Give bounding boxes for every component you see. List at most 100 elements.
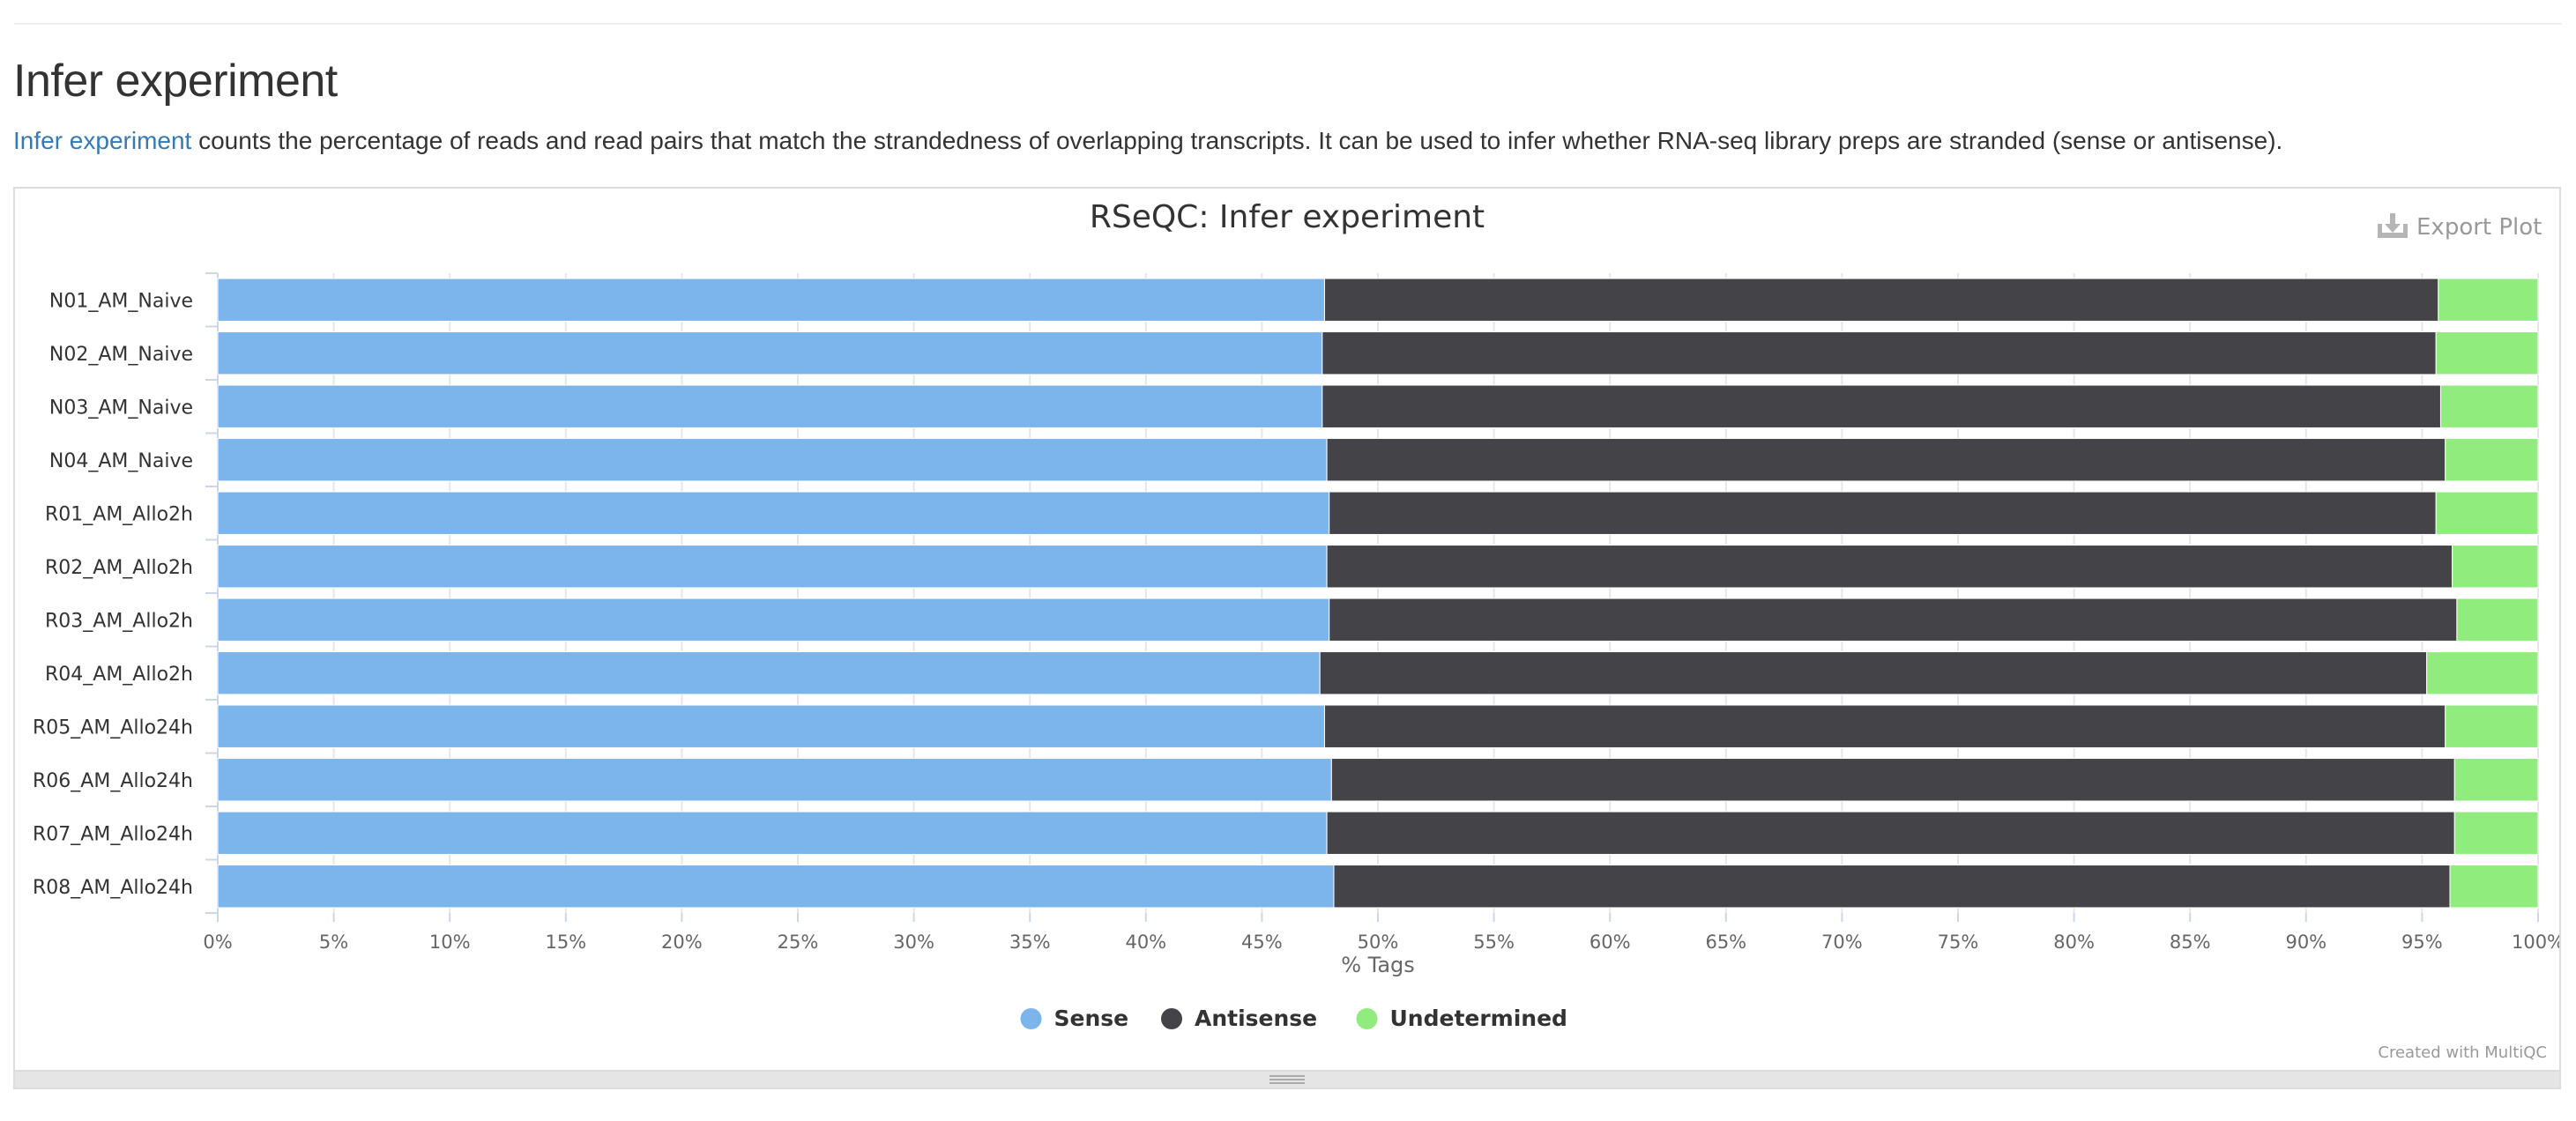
- x-tick-label: 100%: [2512, 932, 2559, 953]
- bar-antisense[interactable]: [1322, 384, 2441, 428]
- bar-antisense[interactable]: [1326, 438, 2446, 482]
- y-category-label: R03_AM_Allo2h: [45, 610, 193, 632]
- bar-undetermined[interactable]: [2445, 438, 2539, 482]
- y-category-label: N01_AM_Naive: [49, 290, 193, 312]
- bar-row: [217, 865, 2539, 909]
- x-tick-label: 90%: [2285, 932, 2327, 953]
- y-category-label: N02_AM_Naive: [49, 344, 193, 366]
- x-tick-label: 80%: [2053, 932, 2095, 953]
- legend-label: Antisense: [1195, 1006, 1317, 1031]
- legend-swatch: [1356, 1008, 1378, 1029]
- x-tick-label: 20%: [661, 932, 703, 953]
- x-tick-label: 45%: [1241, 932, 1283, 953]
- x-tick-label: 75%: [1938, 932, 1979, 953]
- y-category-label: N03_AM_Naive: [49, 397, 193, 419]
- rseqc-infer-experiment-chart: RSeQC: Infer experiment Export Plot N01_…: [33, 199, 2565, 1062]
- x-tick-label: 5%: [319, 932, 348, 953]
- x-tick-label: 65%: [1705, 932, 1746, 953]
- x-tick-label: 25%: [778, 932, 819, 953]
- x-tick-label: 70%: [1821, 932, 1863, 953]
- bar-sense[interactable]: [217, 598, 1330, 642]
- bar-sense[interactable]: [217, 384, 1323, 428]
- bar-antisense[interactable]: [1322, 331, 2437, 375]
- bar-undetermined[interactable]: [2426, 651, 2539, 695]
- bar-undetermined[interactable]: [2438, 278, 2539, 322]
- y-category-label: R06_AM_Allo24h: [33, 770, 193, 792]
- bar-undetermined[interactable]: [2452, 545, 2539, 589]
- bar-undetermined[interactable]: [2453, 811, 2539, 855]
- bar-row: [217, 331, 2539, 375]
- bar-row: [217, 598, 2539, 642]
- x-axis-label: % Tags: [1341, 953, 1415, 977]
- bar-sense[interactable]: [217, 651, 1321, 695]
- description-text: counts the percentage of reads and read …: [191, 127, 2283, 154]
- grip-icon: [1269, 1075, 1305, 1086]
- bar-sense[interactable]: [217, 545, 1328, 589]
- legend-item-antisense[interactable]: Antisense: [1161, 1006, 1317, 1031]
- x-tick-label: 10%: [429, 932, 471, 953]
- x-tick-label: 30%: [893, 932, 934, 953]
- bar-sense[interactable]: [217, 758, 1332, 802]
- y-category-label: R05_AM_Allo24h: [33, 716, 193, 739]
- bar-row: [217, 438, 2539, 482]
- bar-antisense[interactable]: [1329, 598, 2458, 642]
- bar-row: [217, 545, 2539, 589]
- top-divider: [14, 23, 2562, 25]
- bar-antisense[interactable]: [1326, 545, 2453, 589]
- x-tick-label: 95%: [2401, 932, 2443, 953]
- bar-antisense[interactable]: [1330, 758, 2455, 802]
- infer-experiment-link[interactable]: Infer experiment: [13, 127, 192, 154]
- legend-item-undetermined[interactable]: Undetermined: [1356, 1006, 1567, 1031]
- y-category-label: R01_AM_Allo2h: [45, 503, 193, 525]
- bar-undetermined[interactable]: [2453, 758, 2539, 802]
- bar-undetermined[interactable]: [2439, 384, 2539, 428]
- bar-sense[interactable]: [217, 865, 1335, 909]
- bar-sense[interactable]: [217, 438, 1328, 482]
- section-title: Infer experiment: [13, 56, 338, 107]
- bar-antisense[interactable]: [1323, 278, 2439, 322]
- bar-row: [217, 491, 2539, 535]
- plot-resize-handle[interactable]: [13, 1072, 2561, 1089]
- bar-undetermined[interactable]: [2445, 704, 2539, 748]
- x-tick-label: 0%: [203, 932, 232, 953]
- bar-undetermined[interactable]: [2435, 491, 2539, 535]
- bar-undetermined[interactable]: [2456, 598, 2539, 642]
- credit-text: Created with MultiQC: [2378, 1043, 2547, 1062]
- bar-undetermined[interactable]: [2435, 331, 2539, 375]
- export-plot-button[interactable]: Export Plot: [2378, 213, 2542, 241]
- x-tick-label: 15%: [545, 932, 586, 953]
- bar-row: [217, 811, 2539, 855]
- bar-sense[interactable]: [217, 811, 1328, 855]
- plot-container: RSeQC: Infer experiment Export Plot N01_…: [13, 187, 2565, 1072]
- bar-antisense[interactable]: [1319, 651, 2428, 695]
- section-description: Infer experiment counts the percentage o…: [13, 127, 2282, 155]
- bar-sense[interactable]: [217, 331, 1323, 375]
- bar-antisense[interactable]: [1323, 704, 2446, 748]
- export-plot-label: Export Plot: [2416, 214, 2542, 241]
- y-category-label: R08_AM_Allo24h: [33, 877, 193, 899]
- bar-row: [217, 384, 2539, 428]
- y-category-label: R02_AM_Allo2h: [45, 557, 193, 579]
- bar-row: [217, 278, 2539, 322]
- y-category-label: R04_AM_Allo2h: [45, 664, 193, 686]
- legend-swatch: [1020, 1008, 1042, 1029]
- bar-row: [217, 651, 2539, 695]
- legend-swatch: [1161, 1008, 1182, 1029]
- bar-antisense[interactable]: [1329, 491, 2437, 535]
- x-tick-label: 60%: [1590, 932, 1631, 953]
- bar-sense[interactable]: [217, 278, 1325, 322]
- bar-sense[interactable]: [217, 491, 1330, 535]
- bar-sense[interactable]: [217, 704, 1325, 748]
- x-tick-label: 85%: [2170, 932, 2211, 953]
- x-tick-label: 40%: [1125, 932, 1166, 953]
- legend-item-sense[interactable]: Sense: [1020, 1006, 1129, 1031]
- y-category-label: N04_AM_Naive: [49, 450, 193, 472]
- x-tick-label: 35%: [1009, 932, 1051, 953]
- legend-label: Sense: [1054, 1006, 1129, 1031]
- bar-antisense[interactable]: [1333, 865, 2451, 909]
- bar-row: [217, 758, 2539, 802]
- x-tick-label: 50%: [1358, 932, 1399, 953]
- bar-undetermined[interactable]: [2449, 865, 2539, 909]
- bar-row: [217, 704, 2539, 748]
- bar-antisense[interactable]: [1326, 811, 2455, 855]
